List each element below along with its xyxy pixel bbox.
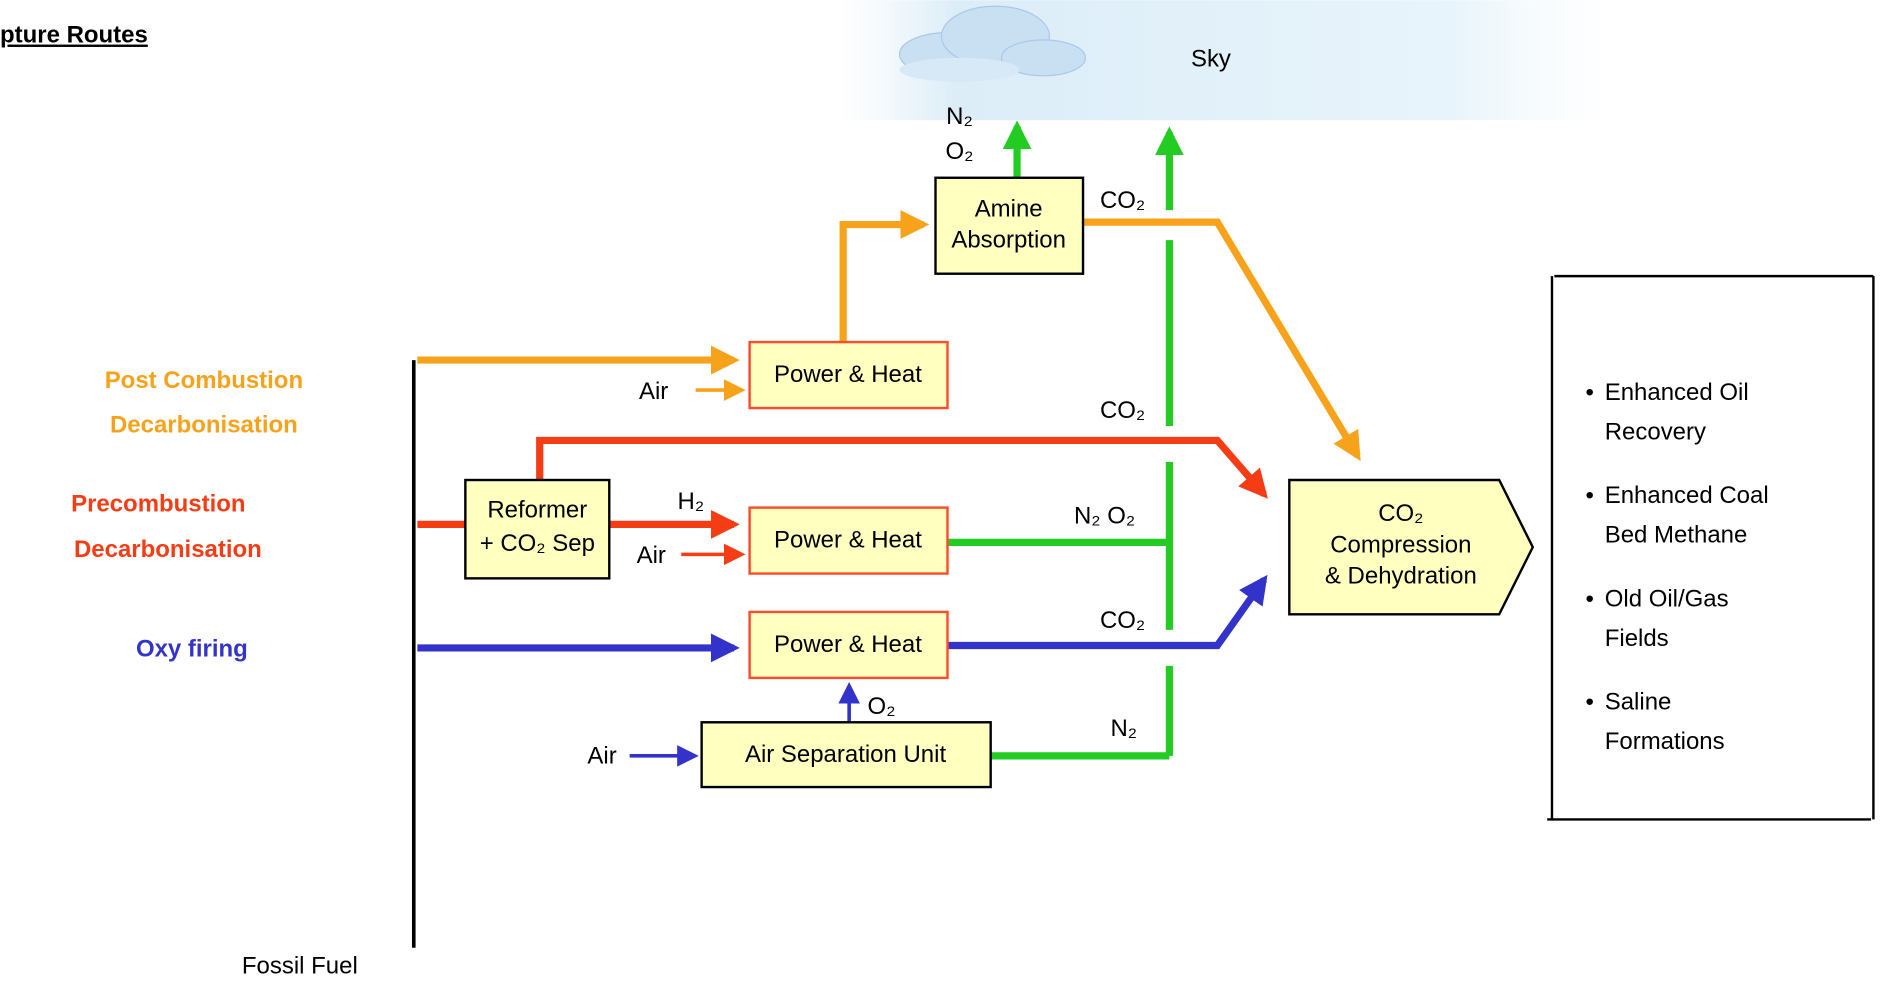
storage-item: Enhanced Oil	[1605, 379, 1749, 406]
post-combustion-flows	[417, 222, 1357, 456]
page-title: pture Routes	[0, 22, 148, 49]
storage-item: Saline	[1605, 688, 1672, 715]
flow-label: CO₂	[1100, 187, 1145, 214]
flow-label: Air	[587, 742, 616, 769]
sky-label: Sky	[1191, 46, 1231, 73]
storage-item: Enhanced Coal	[1605, 482, 1769, 509]
storage-item: Bed Methane	[1605, 522, 1748, 549]
bullet: •	[1586, 585, 1594, 612]
flow-label: O₂	[868, 693, 896, 720]
flow-label: Air	[637, 542, 666, 569]
flow-label: CO₂	[1100, 607, 1145, 634]
node-label: Power & Heat	[774, 631, 922, 658]
route-label: Decarbonisation	[74, 536, 262, 563]
fossil-fuel-label: Fossil Fuel	[242, 952, 358, 979]
route-label: Precombustion	[71, 491, 245, 518]
flow-arrow	[540, 440, 1264, 494]
flow-label: Air	[639, 378, 668, 405]
storage-list: • Enhanced Oil Recovery • Enhanced Coal …	[1586, 379, 1769, 755]
node-label: + CO₂ Sep	[480, 530, 595, 557]
route-labels: Post Combustion Decarbonisation Precombu…	[71, 367, 303, 663]
node-label: Compression	[1330, 531, 1471, 558]
bullet: •	[1586, 379, 1594, 406]
node-label: Power & Heat	[774, 361, 922, 388]
node-label: Amine	[975, 195, 1043, 222]
storage-item: Recovery	[1605, 419, 1706, 446]
flow-label: H₂	[678, 488, 705, 515]
storage-item: Old Oil/Gas	[1605, 585, 1729, 612]
diagram: Sky pture Routes Fossil Fuel Post Combus…	[0, 0, 1883, 984]
node-label: Reformer	[487, 497, 587, 524]
storage-item: Fields	[1605, 625, 1669, 652]
flow-label: N₂	[946, 103, 973, 130]
node-label: & Dehydration	[1325, 562, 1477, 589]
flow-label: O₂	[946, 138, 974, 165]
flow-arrow	[843, 225, 923, 343]
node-label: Absorption	[951, 227, 1066, 254]
flow-label: CO₂	[1100, 397, 1145, 424]
bullet: •	[1586, 688, 1594, 715]
route-label: Post Combustion	[105, 367, 303, 394]
node-label: CO₂	[1378, 500, 1423, 527]
storage-item: Formations	[1605, 728, 1725, 755]
flow-label: N₂	[1110, 715, 1137, 742]
node-label: Power & Heat	[774, 527, 922, 554]
bullet: •	[1586, 482, 1594, 509]
flow-label: N₂ O₂	[1074, 503, 1135, 530]
node-label: Air Separation Unit	[745, 741, 947, 768]
route-label: Oxy firing	[136, 636, 248, 663]
route-label: Decarbonisation	[110, 411, 298, 438]
